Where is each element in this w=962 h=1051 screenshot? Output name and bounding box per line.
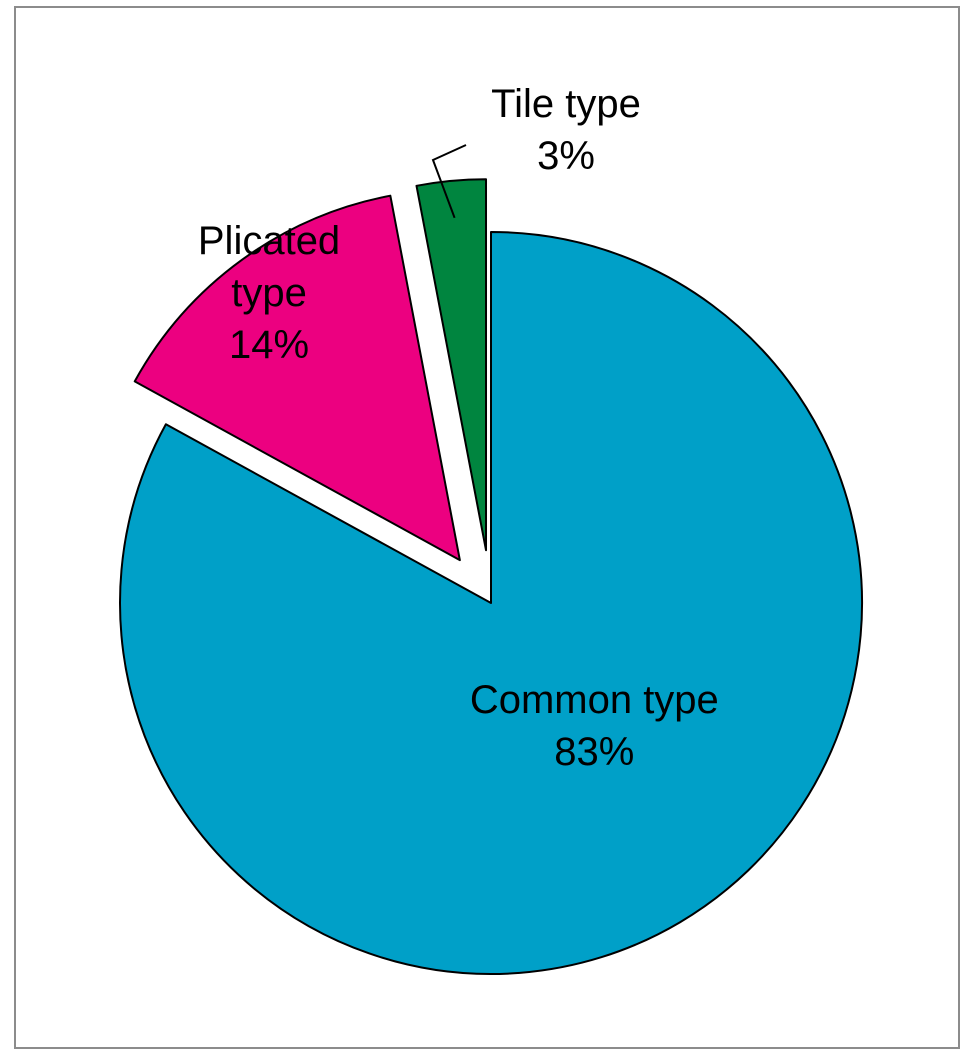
slice-name-plicated-type: type xyxy=(231,271,307,315)
pie-slice-plicated-type xyxy=(133,194,461,562)
slice-percent-tile-type: 3% xyxy=(537,134,595,178)
slice-name-tile-type: Tile type xyxy=(491,82,641,126)
slice-label-common-type: Common type 83% xyxy=(470,678,719,774)
leader-line-tile-type xyxy=(431,144,467,219)
slice-percent-common-type: 83% xyxy=(554,730,634,774)
slice-name-plicated-type: Plicated xyxy=(198,219,340,263)
labels-layer: Common type 83% Plicated type 14% Tile type 3% xyxy=(198,82,719,774)
leader-layer xyxy=(431,144,467,219)
slice-percent-plicated-type: 14% xyxy=(229,323,309,367)
slice-name-common-type: Common type xyxy=(470,678,719,722)
slice-label-tile-type: Tile type 3% xyxy=(491,82,641,178)
pie-slice-common-type xyxy=(119,231,863,975)
slices-layer xyxy=(119,178,863,975)
slice-label-plicated-type: Plicated type 14% xyxy=(198,219,340,367)
pie-slice-tile-type xyxy=(415,178,488,552)
